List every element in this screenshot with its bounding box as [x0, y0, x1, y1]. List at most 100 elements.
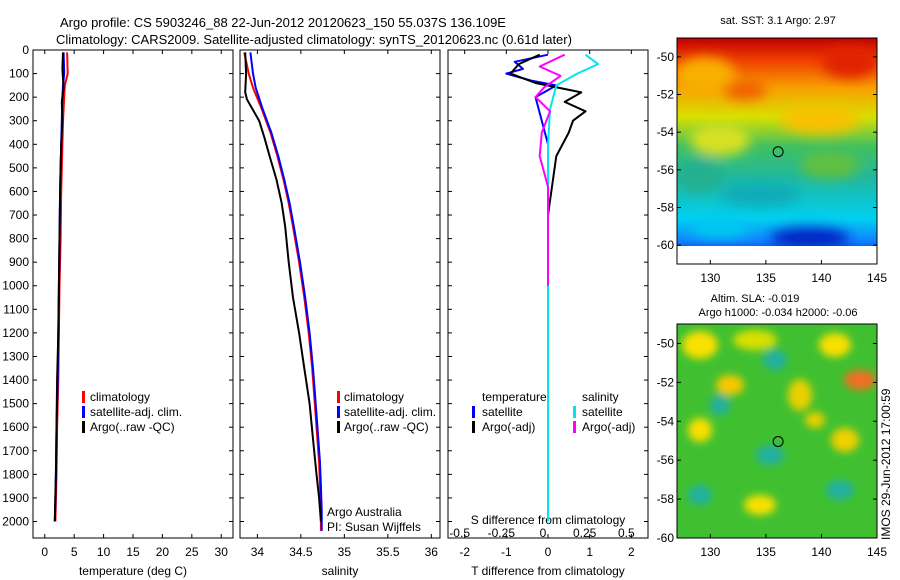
- legend-swatch-argo: [337, 421, 340, 433]
- s-difference-axis: -0.5 -0.25 0 0.25 0.5: [449, 526, 635, 540]
- x-tick-label: 0: [41, 545, 48, 559]
- x-tick-label: 0: [545, 545, 552, 559]
- legend-swatch-climatology: [337, 391, 340, 403]
- lon-tick-label: 140: [811, 271, 831, 285]
- lon-tick-label: 135: [756, 271, 776, 285]
- depth-tick-label: 900: [9, 255, 29, 269]
- t-difference-x-label: T difference from climatology: [471, 564, 625, 578]
- sst-lat-axis: -50 -52 -54 -56 -58 -60: [657, 50, 877, 252]
- legend-label-climatology: climatology: [344, 390, 404, 404]
- depth-tick-label: 1500: [2, 397, 29, 411]
- difference-series: [505, 53, 599, 522]
- x-tick-label: 36: [425, 545, 439, 559]
- legend-label-argo: Argo(..raw -QC): [90, 420, 175, 434]
- depth-tick-label: 100: [9, 67, 29, 81]
- sla-map-title-1: Altim. SLA: -0.019: [711, 293, 800, 305]
- x-tick-label: 30: [215, 545, 229, 559]
- t-difference-x-axis: -2 -1 0 1 2: [459, 50, 635, 559]
- sst-argo-marker: [772, 146, 784, 158]
- depth-tick-label: 400: [9, 137, 29, 151]
- lat-tick-label: -54: [657, 414, 675, 428]
- temperature-x-axis: 0 5 10 15 20 25 30: [41, 50, 228, 559]
- legend-label-temp-satellite: satellite: [482, 405, 523, 419]
- sst-heatmap: [677, 38, 877, 264]
- x-tick-label: 20: [156, 545, 170, 559]
- s-tick-label: -0.25: [488, 526, 516, 540]
- depth-tick-label: 300: [9, 114, 29, 128]
- legend-swatch-argo: [82, 421, 85, 433]
- sst-map-title: sat. SST: 3.1 Argo: 2.97: [720, 15, 836, 27]
- lat-tick-label: -58: [657, 201, 675, 215]
- x-tick-label: 15: [126, 545, 140, 559]
- lat-tick-label: -50: [657, 336, 675, 350]
- depth-tick-label: 1300: [2, 349, 29, 363]
- lon-tick-label: 130: [700, 545, 720, 559]
- depth-tick-label: 1600: [2, 420, 29, 434]
- x-tick-label: 34: [251, 545, 265, 559]
- depth-tick-label: 1400: [2, 373, 29, 387]
- lon-tick-label: 135: [756, 545, 776, 559]
- x-tick-label: 25: [185, 545, 199, 559]
- lon-tick-label: 145: [867, 545, 887, 559]
- pi-label: PI: Susan Wijffels: [327, 520, 421, 534]
- series-line-argo-raw-qc-: [53, 52, 65, 522]
- s-tick-label: 0.25: [573, 526, 597, 540]
- depth-tick-label: 1800: [2, 467, 29, 481]
- x-tick-label: 35: [338, 545, 352, 559]
- depth-tick-label: 1900: [2, 491, 29, 505]
- temperature-x-label: temperature (deg C): [79, 564, 187, 578]
- depth-tick-label: 2000: [2, 514, 29, 528]
- legend-swatch-temp-satellite: [472, 406, 475, 418]
- sla-lon-axis: 130 135 140 145: [700, 534, 887, 559]
- x-tick-label: 2: [628, 545, 635, 559]
- legend-swatch-sal-satellite: [573, 406, 576, 418]
- depth-tick-label: 1100: [3, 302, 29, 316]
- legend-swatch-temp-argo: [472, 421, 475, 433]
- legend-label-satellite-adj: satellite-adj. clim.: [344, 405, 436, 419]
- x-tick-label: 10: [97, 545, 111, 559]
- depth-tick-label: 0: [22, 43, 29, 57]
- series-line-satellite-adj-clim-: [249, 52, 323, 531]
- salinity-series: [243, 52, 323, 531]
- lat-tick-label: -56: [657, 453, 675, 467]
- sla-heatmap: [677, 324, 877, 538]
- series-line-salinity-argo-adj-: [534, 53, 566, 286]
- depth-tick-label: 500: [9, 161, 29, 175]
- sst-map-frame: [676, 37, 878, 265]
- series-line-argo-raw-qc-: [244, 52, 322, 522]
- temperature-series: [53, 52, 69, 522]
- depth-tick-label: 700: [9, 208, 29, 222]
- legend-header-temperature: temperature: [482, 390, 547, 404]
- legend-label-climatology: climatology: [90, 390, 150, 404]
- temperature-legend: climatology satellite-adj. clim. Argo(..…: [82, 390, 182, 434]
- depth-tick-label: 600: [9, 184, 29, 198]
- x-tick-label: -2: [459, 545, 470, 559]
- legend-swatch-sal-argo: [573, 421, 576, 433]
- salinity-panel-frame: [239, 49, 441, 539]
- lon-tick-label: 140: [811, 545, 831, 559]
- sla-lat-axis: -50 -52 -54 -56 -58 -60: [657, 336, 877, 545]
- s-tick-label: -0.5: [449, 526, 470, 540]
- lat-tick-label: -58: [657, 492, 675, 506]
- salinity-x-label: salinity: [322, 564, 359, 578]
- depth-tick-label: 1700: [2, 444, 29, 458]
- lon-tick-label: 145: [867, 271, 887, 285]
- lat-tick-label: -60: [657, 238, 675, 252]
- difference-legend: temperature salinity satellite Argo(-adj…: [472, 390, 635, 434]
- legend-header-salinity: salinity: [582, 390, 619, 404]
- legend-label-argo: Argo(..raw -QC): [344, 420, 429, 434]
- x-tick-label: 35.5: [376, 545, 400, 559]
- title-line-2: Climatology: CARS2009. Satellite-adjuste…: [56, 32, 572, 47]
- depth-axis: 0 100 200 300 400 500 600 700 800 900 1000 1100 1200…: [2, 43, 648, 528]
- depth-tick-label: 1200: [2, 326, 29, 340]
- series-line-salinity-satellite: [547, 53, 599, 522]
- legend-swatch-satellite-adj: [82, 406, 85, 418]
- lat-tick-label: -50: [657, 50, 675, 64]
- lat-tick-label: -52: [657, 88, 675, 102]
- title-line-1: Argo profile: CS 5903246_88 22-Jun-2012 …: [60, 15, 506, 30]
- x-tick-label: 5: [71, 545, 78, 559]
- lat-tick-label: -52: [657, 375, 675, 389]
- series-line-climatology: [243, 52, 322, 531]
- x-tick-label: -1: [501, 545, 512, 559]
